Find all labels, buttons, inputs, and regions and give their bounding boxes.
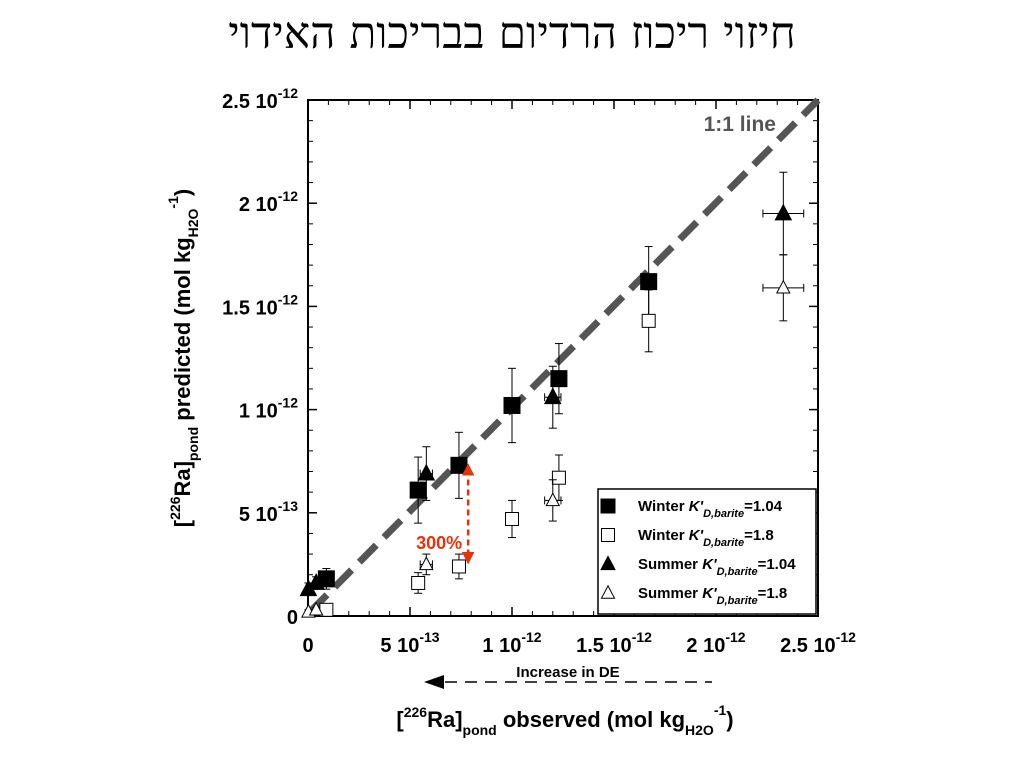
legend-label: Summer K'D,barite=1.04 xyxy=(638,556,796,578)
series-2 xyxy=(299,171,805,597)
data-point xyxy=(418,556,434,571)
data-point xyxy=(308,601,324,616)
data-point xyxy=(417,463,436,481)
legend-marker xyxy=(600,584,616,599)
data-point xyxy=(641,313,656,328)
y-tick-label: 5 10-13 xyxy=(239,498,298,526)
series-1 xyxy=(319,289,656,617)
series-3 xyxy=(301,254,805,618)
legend: Winter K'D,barite=1.04 Winter K'D,barite=… xyxy=(597,488,817,615)
data-point xyxy=(411,575,426,590)
plot-frame xyxy=(307,99,819,617)
data-point xyxy=(451,559,466,574)
data-point xyxy=(505,511,519,526)
increase-arrow-head xyxy=(424,675,444,689)
annotations: 300% Increase in DE xyxy=(416,463,712,689)
data-point xyxy=(775,279,791,294)
difference-label: 300% xyxy=(416,533,462,553)
data-points xyxy=(299,171,805,618)
one-to-one-line-label: 1:1 line xyxy=(704,113,776,136)
legend-label: Summer K'D,barite=1.8 xyxy=(638,585,787,607)
data-point xyxy=(409,481,427,499)
data-point xyxy=(450,456,468,474)
data-point xyxy=(545,492,561,507)
x-tick-label: 0 xyxy=(302,635,313,657)
y-tick-label: 0 xyxy=(287,607,298,629)
legend-box xyxy=(597,488,817,615)
y-tick-label: 2.5 10-12 xyxy=(222,85,298,113)
x-tick-label: 1.5 10-12 xyxy=(576,629,652,657)
increase-label: Increase in DE xyxy=(516,664,619,681)
reference-line-group: 1:1 line xyxy=(307,97,821,615)
y-tick-label: 1.5 10-12 xyxy=(222,291,298,319)
data-point xyxy=(550,370,568,388)
plot-border xyxy=(307,99,819,617)
data-point xyxy=(543,387,562,405)
data-point xyxy=(774,203,793,221)
legend-label: Winter K'D,barite=1.04 xyxy=(638,498,783,520)
x-tick-label: 5 10-13 xyxy=(380,629,439,657)
axis-ticks: 0 5 10-13 1 10-12 1.5 10-12 2 10-12 2.5 10-12… xyxy=(222,85,856,657)
x-tick-label: 2.5 10-12 xyxy=(780,629,856,657)
x-axis-title: [226Ra]pond observed (mol kgH2O-1) xyxy=(396,702,733,738)
axis-titles: [226Ra]pond observed (mol kgH2O-1) [226Ra… xyxy=(165,189,734,738)
one-to-one-line xyxy=(307,97,821,615)
x-tick-label: 2 10-12 xyxy=(686,629,745,657)
data-point xyxy=(503,396,521,414)
slide-title: חיזוי ריכוז הרדיום בבריכות האידוי xyxy=(228,8,796,59)
legend-marker xyxy=(600,555,616,571)
legend-label: Winter K'D,barite=1.8 xyxy=(638,527,774,549)
y-tick-label: 1 10-12 xyxy=(239,395,298,423)
x-tick-label: 1 10-12 xyxy=(482,629,541,657)
legend-marker xyxy=(601,528,615,542)
data-point xyxy=(640,273,658,291)
y-tick-label: 2 10-12 xyxy=(239,188,298,216)
series-0 xyxy=(317,246,658,590)
data-point xyxy=(307,573,325,590)
data-point xyxy=(551,470,566,485)
legend-marker xyxy=(600,498,616,514)
y-axis-title: [226Ra]pond predicted (mol kgH2O-1) xyxy=(165,189,201,527)
